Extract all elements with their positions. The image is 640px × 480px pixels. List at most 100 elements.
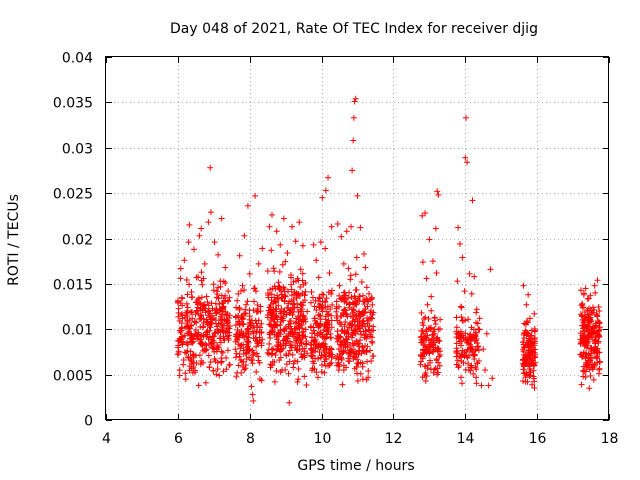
data-point xyxy=(591,306,598,313)
data-point xyxy=(268,211,275,218)
data-point xyxy=(482,367,489,374)
data-point xyxy=(223,318,230,325)
data-point xyxy=(186,325,193,332)
data-point xyxy=(182,314,189,321)
data-point xyxy=(181,257,188,264)
data-point xyxy=(475,358,482,365)
data-point xyxy=(462,154,469,161)
data-point xyxy=(176,372,183,379)
data-point xyxy=(175,348,182,355)
data-point xyxy=(473,309,480,316)
data-point xyxy=(182,376,189,383)
data-point xyxy=(188,289,195,296)
data-point xyxy=(309,347,316,354)
data-point xyxy=(319,361,326,368)
data-point xyxy=(356,347,363,354)
data-point xyxy=(526,315,533,322)
data-point xyxy=(225,325,232,332)
data-point xyxy=(467,337,474,344)
data-point xyxy=(368,358,375,365)
data-point xyxy=(322,355,329,362)
data-point xyxy=(586,319,593,326)
data-point xyxy=(276,357,283,364)
data-point xyxy=(289,331,296,338)
data-point xyxy=(431,339,438,346)
data-point xyxy=(596,319,603,326)
data-point xyxy=(427,359,434,366)
data-point xyxy=(465,360,472,367)
data-point xyxy=(307,341,314,348)
data-point xyxy=(471,273,478,280)
data-point xyxy=(214,291,221,298)
data-point xyxy=(250,352,257,359)
data-point xyxy=(324,303,331,310)
data-point xyxy=(222,292,229,299)
data-point xyxy=(233,373,240,380)
data-point xyxy=(362,323,369,330)
data-point xyxy=(423,275,430,282)
data-point xyxy=(434,188,441,195)
data-point xyxy=(431,314,438,321)
data-point xyxy=(359,376,366,383)
data-point xyxy=(320,291,327,298)
data-point xyxy=(255,308,262,315)
data-point xyxy=(343,364,350,371)
data-point xyxy=(591,360,598,367)
data-point xyxy=(577,330,584,337)
data-point xyxy=(429,258,436,265)
data-point xyxy=(323,328,330,335)
data-point xyxy=(270,345,277,352)
data-point xyxy=(315,274,322,281)
data-point xyxy=(270,300,277,307)
data-point xyxy=(293,347,300,354)
data-point xyxy=(297,266,304,273)
x-tick-label: 8 xyxy=(246,431,255,447)
data-point xyxy=(253,350,260,357)
data-point xyxy=(458,342,465,349)
data-point xyxy=(204,299,211,306)
data-point xyxy=(274,343,281,350)
data-point xyxy=(341,323,348,330)
data-point xyxy=(364,358,371,365)
data-point xyxy=(265,307,272,314)
data-point xyxy=(225,315,232,322)
data-point xyxy=(423,326,430,333)
data-point xyxy=(325,289,332,296)
data-point xyxy=(241,232,248,239)
data-point xyxy=(461,317,468,324)
data-point xyxy=(205,352,212,359)
data-point xyxy=(313,257,320,264)
data-point xyxy=(291,304,298,311)
data-point xyxy=(578,381,585,388)
data-point xyxy=(470,351,477,358)
data-point xyxy=(202,340,209,347)
data-point xyxy=(361,301,368,308)
data-point xyxy=(419,259,426,266)
data-point xyxy=(247,322,254,329)
data-point xyxy=(325,349,332,356)
data-point xyxy=(281,307,288,314)
data-point xyxy=(233,304,240,311)
data-point xyxy=(308,353,315,360)
data-point xyxy=(192,330,199,337)
data-point xyxy=(419,319,426,326)
data-point xyxy=(275,333,282,340)
data-point xyxy=(185,239,192,246)
data-point xyxy=(473,366,480,373)
data-point xyxy=(240,347,247,354)
data-point xyxy=(209,344,216,351)
data-point xyxy=(311,315,318,322)
data-point xyxy=(425,337,432,344)
data-point xyxy=(209,333,216,340)
x-tick-label: 16 xyxy=(529,431,547,447)
data-point xyxy=(422,377,429,384)
data-point xyxy=(295,376,302,383)
data-point xyxy=(292,238,299,245)
data-point xyxy=(207,209,214,216)
data-point xyxy=(188,294,195,301)
data-point xyxy=(468,290,475,297)
data-point xyxy=(527,367,534,374)
data-point xyxy=(187,335,194,342)
data-point xyxy=(214,328,221,335)
data-point xyxy=(216,372,223,379)
